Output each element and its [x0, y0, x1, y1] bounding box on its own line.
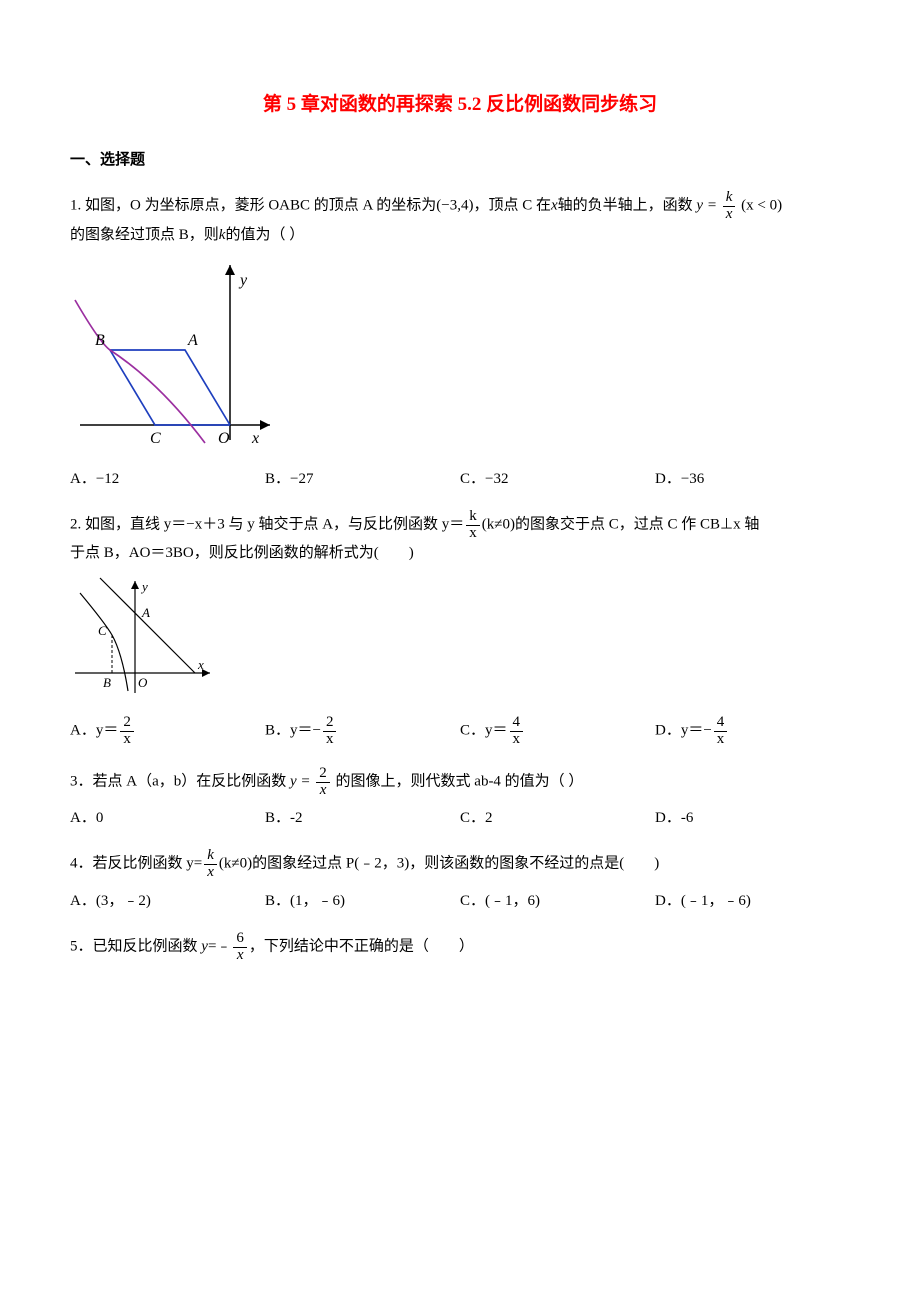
q2-C-pre: C．y＝ — [460, 723, 508, 739]
q2-B-pre: B．y＝− — [265, 723, 321, 739]
question-4: 4．若反比例函数 y=kx(k≠0)的图象经过点 P(﹣2，3)，则该函数的图象… — [70, 848, 850, 913]
q1-lbl-y: y — [238, 272, 248, 289]
q1-xvar: x — [551, 198, 558, 214]
q1-yeq: y = — [696, 198, 717, 214]
q4-opt-D: D．(﹣1，﹣6) — [655, 889, 850, 913]
q4-options: A．(3，﹣2) B．(1，﹣6) C．(﹣1，6) D．(﹣1，﹣6) — [70, 889, 850, 913]
q2-lbl-O: O — [138, 675, 148, 690]
q1-mid: ，顶点 C 在 — [473, 198, 551, 214]
q2-pre: 2. 如图，直线 y＝−x＋3 与 y 轴交于点 A，与反比例函数 y＝ — [70, 517, 464, 533]
q2-frac-den: x — [466, 526, 480, 542]
q2-D-frac: 4x — [714, 715, 728, 748]
q1-pre: 1. 如图，O 为坐标原点，菱形 OABC 的顶点 A 的坐标为 — [70, 198, 436, 214]
q2-frac-num: k — [466, 509, 480, 526]
q1-opt-B: B．−27 — [265, 467, 460, 491]
q2-lbl-C: C — [98, 623, 107, 638]
q1-line2: 的图象经过顶点 B，则 — [70, 227, 219, 243]
q4-frac: kx — [204, 848, 217, 881]
q3-post: 的图像上，则代数式 ab-4 的值为（ ） — [336, 774, 584, 790]
q3-text: 3．若点 A（a，b）在反比例函数 y = 2x 的图像上，则代数式 ab-4 … — [70, 766, 850, 799]
q3-opt-D: D．-6 — [655, 806, 850, 830]
q1-coord: (−3,4) — [436, 198, 473, 214]
q3-opt-A: A．0 — [70, 806, 265, 830]
q1-frac: kx — [723, 190, 736, 223]
q1-opt-A: A．−12 — [70, 467, 265, 491]
q1-figure: y B A C O x — [70, 255, 850, 455]
q4-opt-A: A．(3，﹣2) — [70, 889, 265, 913]
q1-opt-C: C．−32 — [460, 467, 655, 491]
question-5: 5．已知反比例函数 y=﹣6x，下列结论中不正确的是（ ） — [70, 931, 850, 964]
question-2: 2. 如图，直线 y＝−x＋3 与 y 轴交于点 A，与反比例函数 y＝kx(k… — [70, 509, 850, 748]
q5-text: 5．已知反比例函数 y=﹣6x，下列结论中不正确的是（ ） — [70, 931, 850, 964]
q2-lbl-B: B — [103, 675, 111, 690]
q5-post: ，下列结论中不正确的是（ ） — [249, 939, 474, 955]
q4-opt-C: C．(﹣1，6) — [460, 889, 655, 913]
q1-post: 轴的负半轴上，函数 — [558, 198, 693, 214]
q3-options: A．0 B．-2 C．2 D．-6 — [70, 806, 850, 830]
q4-pre: 4．若反比例函数 y= — [70, 856, 202, 872]
q3-frac: 2x — [316, 766, 330, 799]
q4-text: 4．若反比例函数 y=kx(k≠0)的图象经过点 P(﹣2，3)，则该函数的图象… — [70, 848, 850, 881]
q1-text: 1. 如图，O 为坐标原点，菱形 OABC 的顶点 A 的坐标为(−3,4)，顶… — [70, 190, 850, 247]
q1-lbl-x: x — [251, 430, 259, 447]
q2-A-pre: A．y＝ — [70, 723, 118, 739]
q1-frac-num: k — [723, 190, 736, 207]
q2-options: A．y＝2x B．y＝−2x C．y＝4x D．y＝−4x — [70, 715, 850, 748]
q2-opt-D: D．y＝−4x — [655, 715, 850, 748]
q2-D-pre: D．y＝− — [655, 723, 712, 739]
q1-frac-den: x — [723, 207, 736, 223]
q1-svg: y B A C O x — [70, 255, 280, 455]
q2-B-frac: 2x — [323, 715, 337, 748]
q1-cond: (x < 0) — [741, 198, 782, 214]
q2-text: 2. 如图，直线 y＝−x＋3 与 y 轴交于点 A，与反比例函数 y＝kx(k… — [70, 509, 850, 566]
q3-yeq: y = — [290, 774, 311, 790]
q1-line2-post: 的值为（ ） — [225, 227, 304, 243]
question-3: 3．若点 A（a，b）在反比例函数 y = 2x 的图像上，则代数式 ab-4 … — [70, 766, 850, 831]
q1-opt-D: D．−36 — [655, 467, 850, 491]
q5-pre: 5．已知反比例函数 — [70, 939, 198, 955]
question-1: 1. 如图，O 为坐标原点，菱形 OABC 的顶点 A 的坐标为(−3,4)，顶… — [70, 190, 850, 491]
q2-opt-C: C．y＝4x — [460, 715, 655, 748]
q1-lbl-O: O — [218, 430, 230, 447]
q2-lbl-x: x — [197, 657, 204, 672]
q4-mid: (k≠0)的图象经过点 P(﹣2，3)，则该函数的图象不经过的点是( ) — [219, 856, 659, 872]
title-text: 第 5 章对函数的再探索 5.2 反比例函数同步练习 — [263, 94, 657, 115]
q2-frac: kx — [466, 509, 480, 542]
q2-post1: (k≠0)的图象交于点 C，过点 C 作 CB⊥x 轴 — [482, 517, 760, 533]
q2-opt-A: A．y＝2x — [70, 715, 265, 748]
q5-yvar: y — [201, 939, 208, 955]
q1-options: A．−12 B．−27 C．−32 D．−36 — [70, 467, 850, 491]
q2-C-frac: 4x — [510, 715, 524, 748]
q3-pre: 3．若点 A（a，b）在反比例函数 — [70, 774, 286, 790]
q2-svg: A C B O x y — [70, 573, 220, 703]
q2-A-frac: 2x — [120, 715, 134, 748]
q2-figure: A C B O x y — [70, 573, 850, 703]
section-heading-1: 一、选择题 — [70, 148, 850, 172]
q1-lbl-C: C — [150, 430, 161, 447]
q5-frac: 6x — [233, 931, 247, 964]
q2-lbl-y: y — [140, 579, 148, 594]
q5-eqmid: =﹣ — [208, 939, 231, 955]
q3-opt-C: C．2 — [460, 806, 655, 830]
q2-lbl-A: A — [141, 605, 150, 620]
q3-opt-B: B．-2 — [265, 806, 460, 830]
q4-opt-B: B．(1，﹣6) — [265, 889, 460, 913]
q2-line2: 于点 B，AO＝3BO，则反比例函数的解析式为( ) — [70, 545, 414, 561]
page-title: 第 5 章对函数的再探索 5.2 反比例函数同步练习 — [70, 90, 850, 120]
q1-lbl-A: A — [187, 332, 198, 349]
q1-lbl-B: B — [95, 332, 105, 349]
q2-opt-B: B．y＝−2x — [265, 715, 460, 748]
